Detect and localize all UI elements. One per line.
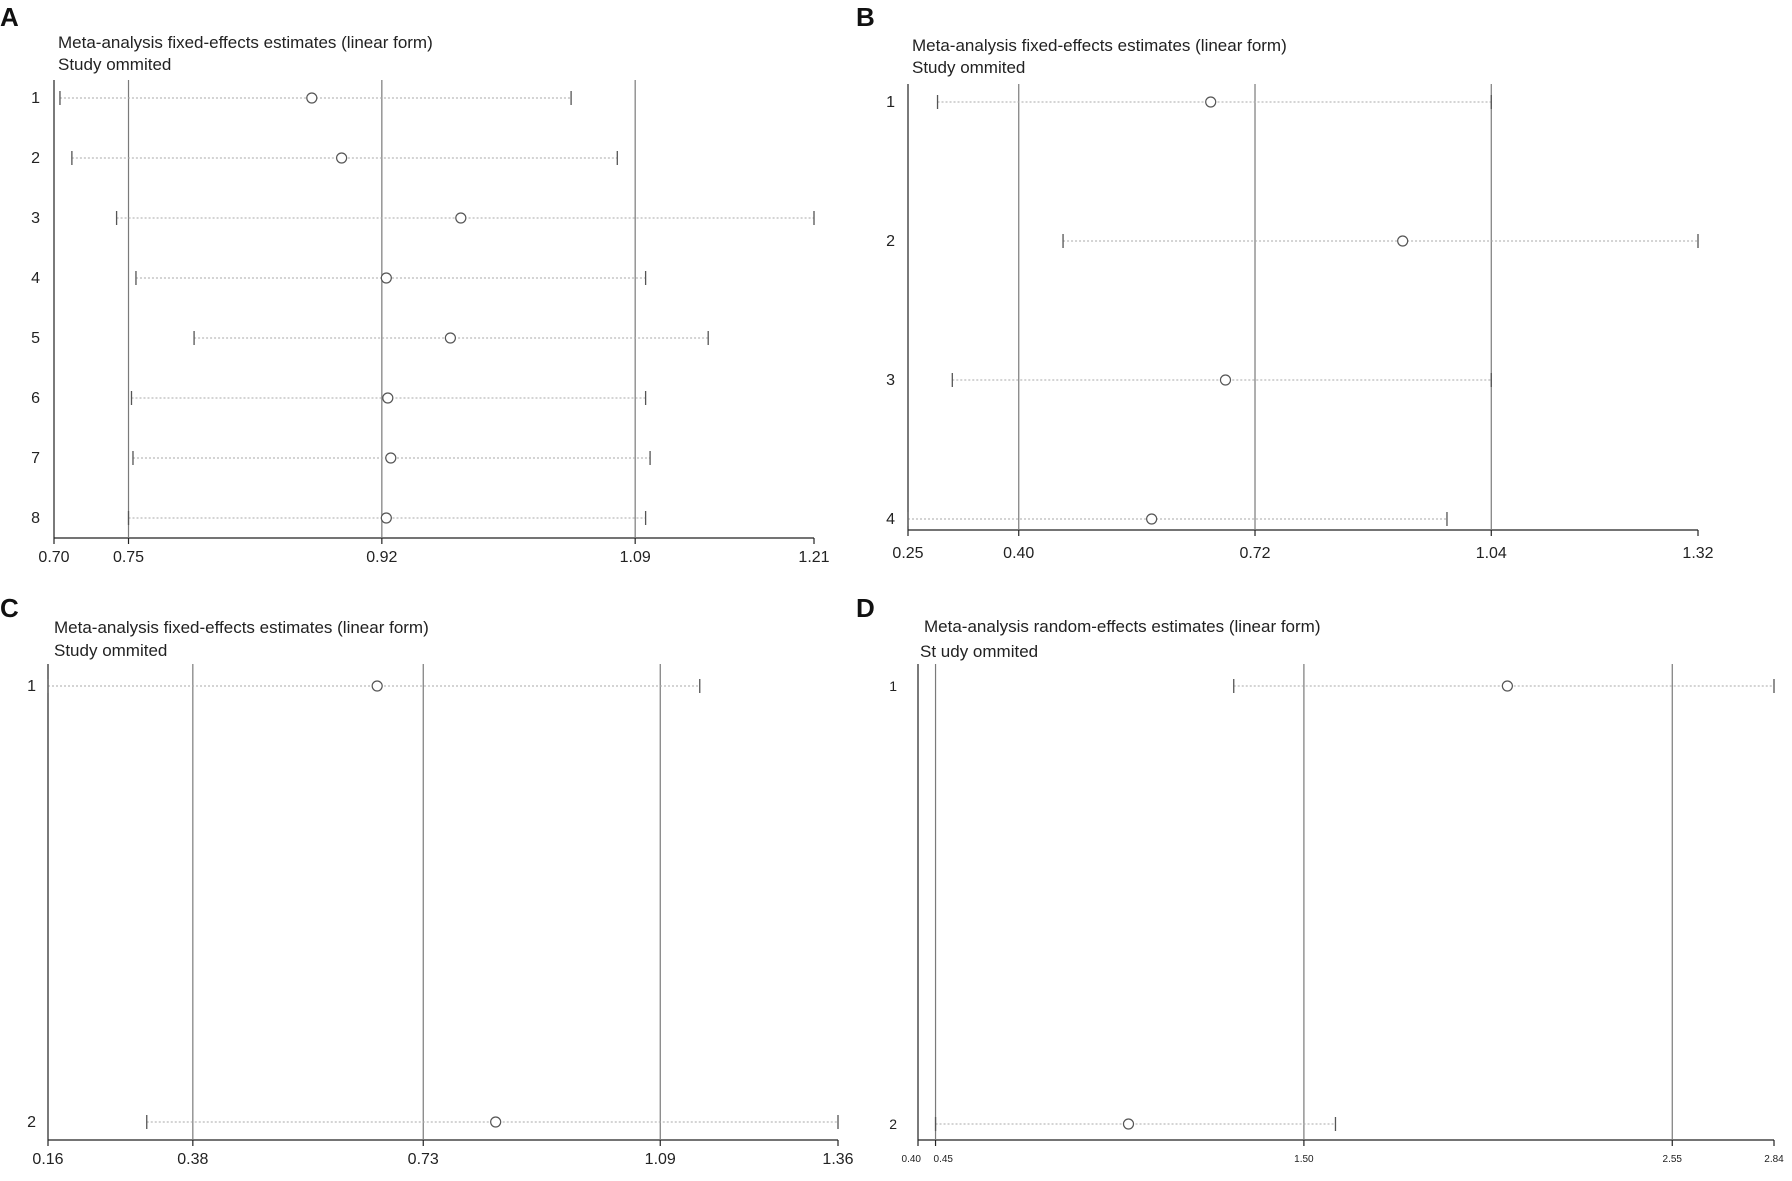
study-label: 6	[31, 390, 40, 407]
panel-c: C Meta-analysis fixed-effects estimates (…	[0, 593, 854, 1168]
panel-letter: B	[856, 2, 875, 32]
x-tick-label: 0.40	[1003, 545, 1034, 562]
panel-a: A Meta-analysis fixed-effects estimates (…	[0, 2, 830, 566]
x-tick-label: 0.16	[32, 1151, 63, 1168]
point-estimate	[455, 212, 467, 224]
x-tick-label: 1.09	[645, 1151, 676, 1168]
point-estimate	[306, 92, 318, 104]
x-tick-label: 0.40	[902, 1154, 922, 1165]
study-label: 8	[31, 510, 40, 527]
chart-subtitle: Study ommited	[58, 55, 171, 74]
study-label: 4	[886, 511, 895, 528]
study-label: 1	[889, 678, 897, 694]
point-estimate	[336, 152, 348, 164]
study-label: 1	[27, 678, 36, 695]
x-tick-label: 1.36	[822, 1151, 853, 1168]
x-tick-label: 1.21	[798, 549, 829, 566]
chart-subtitle: St udy ommited	[920, 642, 1038, 661]
study-label: 2	[27, 1114, 36, 1131]
study-label: 3	[31, 210, 40, 227]
point-estimate	[385, 452, 397, 464]
x-tick-label: 0.92	[366, 549, 397, 566]
chart-subtitle: Study ommited	[54, 641, 167, 660]
x-tick-label: 0.70	[38, 549, 69, 566]
point-estimate	[1501, 680, 1513, 692]
study-label: 2	[889, 1116, 897, 1132]
study-label: 7	[31, 450, 40, 467]
x-tick-label: 1.09	[620, 549, 651, 566]
point-estimate	[371, 680, 383, 692]
x-tick-label: 2.84	[1764, 1154, 1784, 1165]
study-label: 4	[31, 270, 40, 287]
point-estimate	[380, 272, 392, 284]
point-estimate	[1122, 1118, 1135, 1130]
study-label: 1	[31, 90, 40, 107]
study-label: 2	[886, 233, 895, 250]
panel-b: B Meta-analysis fixed-effects estimates (…	[856, 2, 1714, 562]
x-tick-label: 2.55	[1663, 1154, 1683, 1165]
point-estimate	[382, 392, 394, 404]
panel-letter: C	[0, 593, 19, 623]
point-estimate	[444, 332, 456, 344]
chart-title: Meta-analysis fixed-effects estimates (l…	[58, 33, 433, 52]
x-tick-label: 0.75	[113, 549, 144, 566]
chart-title: Meta-analysis random-effects estimates (…	[924, 617, 1321, 636]
point-estimate	[490, 1116, 502, 1128]
x-tick-label: 1.50	[1294, 1154, 1314, 1165]
study-label: 3	[886, 372, 895, 389]
point-estimate	[1397, 235, 1409, 247]
chart-subtitle: Study ommited	[912, 58, 1025, 77]
point-estimate	[1205, 96, 1217, 108]
point-estimate	[380, 512, 392, 524]
point-estimate	[1146, 513, 1158, 525]
panel-letter: D	[856, 593, 875, 623]
study-label: 5	[31, 330, 40, 347]
x-tick-label: 1.04	[1476, 545, 1507, 562]
study-label: 1	[886, 94, 895, 111]
chart-title: Meta-analysis fixed-effects estimates (l…	[912, 36, 1287, 55]
chart-title: Meta-analysis fixed-effects estimates (l…	[54, 618, 429, 637]
study-label: 2	[31, 150, 40, 167]
x-tick-label: 0.25	[892, 545, 923, 562]
point-estimate	[1219, 374, 1232, 386]
x-tick-label: 0.73	[408, 1151, 439, 1168]
x-tick-label: 0.72	[1239, 545, 1270, 562]
panel-d: D Meta-analysis random-effects estimates …	[856, 593, 1784, 1165]
x-tick-label: 0.38	[177, 1151, 208, 1168]
x-tick-label: 1.32	[1682, 545, 1713, 562]
panel-letter: A	[0, 2, 19, 32]
x-tick-label: 0.45	[934, 1154, 954, 1165]
